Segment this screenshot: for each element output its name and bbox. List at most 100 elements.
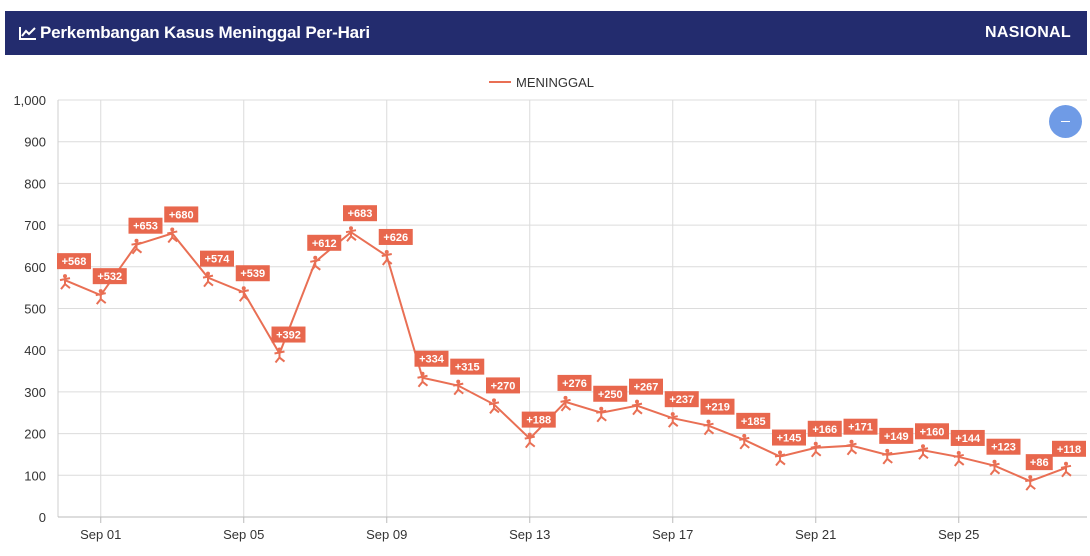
data-label: +166 xyxy=(812,424,837,436)
data-point xyxy=(310,255,321,272)
data-label: +270 xyxy=(491,380,516,392)
data-label: +118 xyxy=(1057,444,1081,456)
data-label-box xyxy=(772,429,806,446)
x-tick-label: Sep 17 xyxy=(652,527,693,542)
y-tick-label: 700 xyxy=(24,218,46,233)
death-cases-line-chart: 0 100 200 300 400 500 600 700 800 900 1,000 Sep 01 S… xyxy=(13,75,1087,542)
x-tick-label: Sep 25 xyxy=(938,527,979,542)
data-label-box xyxy=(450,358,485,375)
data-point xyxy=(631,399,643,416)
y-tick-label: 300 xyxy=(24,385,46,400)
data-label: +160 xyxy=(920,426,945,438)
data-label-box xyxy=(629,378,663,395)
data-label: +626 xyxy=(383,232,408,244)
y-tick-label: 900 xyxy=(24,135,46,150)
data-label-box xyxy=(307,234,342,251)
x-tick-label: Sep 05 xyxy=(223,527,264,542)
data-label: +276 xyxy=(562,378,587,390)
data-label: +86 xyxy=(1030,457,1049,469)
y-tick-label: 100 xyxy=(24,468,46,483)
data-label-box xyxy=(200,250,234,267)
data-label-box xyxy=(986,438,1021,455)
data-point xyxy=(417,371,429,388)
data-point xyxy=(1025,475,1036,491)
data-point xyxy=(1060,461,1072,478)
data-label: +539 xyxy=(240,268,265,280)
data-point xyxy=(238,286,250,302)
data-label-box xyxy=(164,206,199,223)
x-tick-label: Sep 09 xyxy=(366,527,407,542)
data-point xyxy=(95,289,107,305)
x-tick-label: Sep 13 xyxy=(509,527,550,542)
data-point xyxy=(488,398,500,415)
data-label-box xyxy=(271,326,306,343)
minus-icon xyxy=(1061,120,1070,123)
data-label: +392 xyxy=(276,330,301,342)
data-label: +568 xyxy=(62,256,87,268)
data-point xyxy=(59,274,71,290)
data-point xyxy=(524,432,536,449)
data-label-box xyxy=(1052,440,1086,457)
data-label: +171 xyxy=(848,422,873,434)
data-label: +250 xyxy=(598,389,623,401)
data-label-box xyxy=(1025,454,1053,471)
data-point xyxy=(953,450,965,467)
data-point xyxy=(917,444,929,460)
data-label-box xyxy=(343,205,377,222)
title-wrap: Perkembangan Kasus Meninggal Per-Hari xyxy=(19,23,370,43)
y-tick-label: 500 xyxy=(24,302,46,317)
y-tick-label: 600 xyxy=(24,260,46,275)
data-label: +683 xyxy=(348,208,373,220)
data-label: +334 xyxy=(419,354,445,366)
x-tick-label: Sep 21 xyxy=(795,527,836,542)
data-point xyxy=(810,441,822,458)
data-label: +574 xyxy=(205,254,231,266)
data-label: +149 xyxy=(884,431,909,443)
data-label-box xyxy=(807,420,842,437)
data-point xyxy=(739,433,750,450)
data-label-box xyxy=(664,391,699,408)
data-label-box xyxy=(378,228,413,245)
data-label: +267 xyxy=(634,382,659,394)
y-tick-label: 200 xyxy=(24,427,46,442)
data-label: +680 xyxy=(169,209,194,221)
data-label-box xyxy=(593,385,628,402)
data-label: +185 xyxy=(741,416,766,428)
data-point xyxy=(345,226,357,242)
y-tick-label: 800 xyxy=(24,176,46,191)
data-point xyxy=(381,249,393,266)
data-label: +653 xyxy=(133,221,158,233)
data-label: +145 xyxy=(777,433,802,445)
data-label-box xyxy=(700,398,735,415)
data-label-box xyxy=(92,268,127,285)
data-point xyxy=(167,227,178,244)
data-label: +315 xyxy=(455,362,480,374)
data-label: +188 xyxy=(526,415,551,427)
data-point xyxy=(131,238,143,255)
zoom-out-button[interactable] xyxy=(1049,105,1082,138)
data-label-box xyxy=(843,418,878,435)
data-point xyxy=(989,459,1001,476)
data-point xyxy=(202,271,214,288)
data-point xyxy=(274,347,286,364)
data-label-box xyxy=(57,253,91,270)
data-label: +219 xyxy=(705,402,730,414)
data-point xyxy=(774,450,786,467)
chart-header: Perkembangan Kasus Meninggal Per-Hari NA… xyxy=(5,11,1087,55)
data-point xyxy=(882,448,893,465)
y-tick-label: 400 xyxy=(24,343,46,358)
data-label: +532 xyxy=(97,271,122,283)
data-label-box xyxy=(557,374,592,391)
data-point xyxy=(596,406,607,423)
data-point xyxy=(560,395,572,412)
data-label-box xyxy=(521,411,556,428)
x-tick-label: Sep 01 xyxy=(80,527,121,542)
data-point xyxy=(846,439,858,456)
data-label-box xyxy=(414,350,449,367)
series-line xyxy=(64,230,1067,483)
data-point xyxy=(703,419,715,436)
data-label: +237 xyxy=(669,394,694,406)
data-label-box xyxy=(486,377,520,394)
data-label-box xyxy=(879,427,914,444)
y-tick-label: 0 xyxy=(39,510,46,525)
